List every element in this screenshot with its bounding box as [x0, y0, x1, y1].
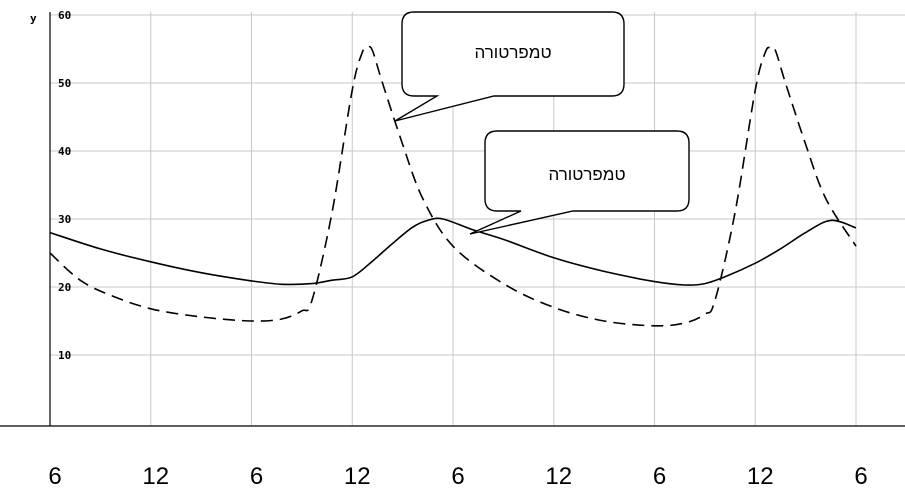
x-tick-label: 6: [854, 463, 867, 490]
y-axis-label: y: [30, 12, 37, 25]
callout-dashed-label: טמפרטורה: [474, 43, 551, 62]
x-tick-label: 6: [250, 463, 263, 490]
callout-solid-bubble: [469, 130, 690, 235]
x-tick-label: 12: [142, 463, 169, 490]
y-tick-label: 60: [58, 9, 71, 22]
y-tick-labels: 10 20 30 40 50 60: [58, 9, 71, 362]
callout-dashed: טמפרטורה: [394, 11, 625, 122]
y-tick-label: 40: [58, 145, 71, 158]
x-tick-label: 12: [747, 463, 774, 490]
callout-solid-label: טמפרטורה: [548, 165, 625, 184]
y-tick-label: 20: [58, 281, 71, 294]
series-lines: [49, 45, 857, 327]
y-tick-label: 10: [58, 349, 71, 362]
series-line-solid: [49, 217, 857, 286]
x-tick-label: 6: [451, 463, 464, 490]
x-tick-labels: 6 12 6 12 6 12 6 12 6: [48, 463, 867, 490]
series-line-dashed: [49, 45, 857, 327]
x-tick-label: 6: [48, 463, 61, 490]
x-tick-label: 12: [545, 463, 572, 490]
x-tick-label: 6: [653, 463, 666, 490]
callout-solid: טמפרטורה: [469, 130, 690, 235]
callout-dashed-bubble: [394, 11, 625, 122]
x-tick-label: 12: [344, 463, 371, 490]
y-tick-label: 30: [58, 213, 71, 226]
y-tick-label: 50: [58, 77, 71, 90]
